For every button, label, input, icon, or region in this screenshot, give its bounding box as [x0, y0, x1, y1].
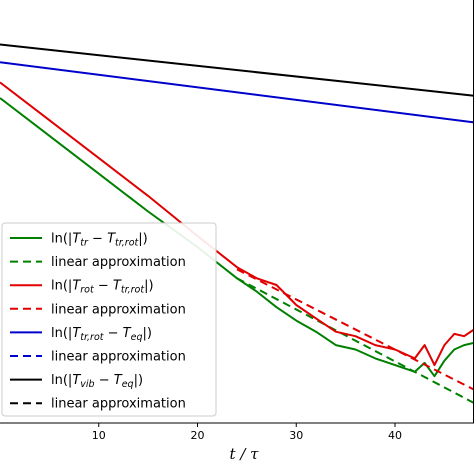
legend-label: linear approximation	[51, 255, 186, 270]
legend-label: ln(|Trot − Ttr,rot|)	[51, 279, 154, 296]
series-line-4	[236, 268, 474, 391]
series-lines	[0, 43, 474, 404]
legend-label: ln(|Ttr − Ttr,rot|)	[51, 232, 148, 249]
x-tick-label: 40	[388, 429, 402, 442]
legend-label: linear approximation	[51, 397, 186, 412]
legend-label: linear approximation	[51, 302, 186, 317]
x-ticks: 10 20 30 40	[92, 423, 402, 442]
x-tick-label: 20	[191, 429, 205, 442]
legend-label: ln(|Ttr,rot − Teq|)	[51, 326, 152, 343]
series-line-3	[0, 81, 474, 367]
series-line-5	[0, 61, 474, 124]
series-line-6	[0, 43, 474, 97]
x-axis-label: t / τ	[230, 445, 260, 463]
x-tick-label: 30	[289, 429, 303, 442]
legend-frame	[1, 222, 217, 417]
x-tick-label: 10	[92, 429, 106, 442]
series-line-2	[236, 277, 474, 404]
legend: ln(|Ttr − Ttr,rot|) linear approximation l…	[1, 222, 217, 417]
legend-label: ln(|Tvib − Teq|)	[51, 373, 143, 390]
legend-label: linear approximation	[51, 350, 186, 365]
